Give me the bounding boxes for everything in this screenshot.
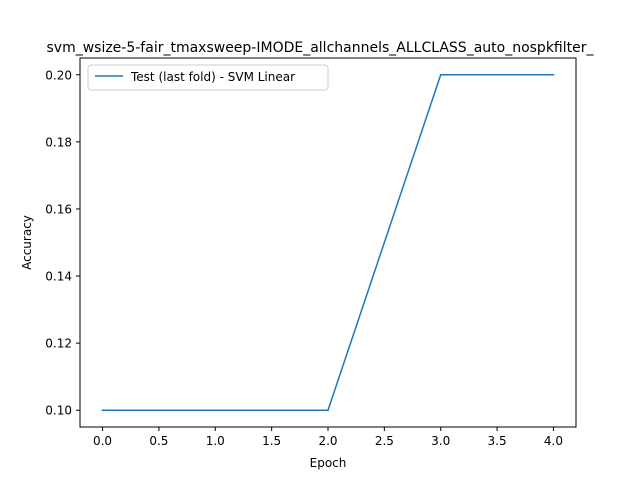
x-tick-label: 1.0	[206, 434, 225, 448]
x-tick-label: 4.0	[544, 434, 563, 448]
legend-box	[87, 64, 329, 91]
x-axis-ticks: 0.0 0.5 1.0 1.5 2.0 2.5 3.0 3.5 4.0	[93, 427, 563, 448]
y-axis-ticks: 0.10 0.12 0.14 0.16 0.18 0.20	[45, 68, 80, 418]
y-tick-label: 0.18	[45, 135, 72, 149]
y-tick-label: 0.12	[45, 337, 72, 351]
series-point	[439, 74, 442, 76]
y-tick-label: 0.10	[45, 404, 72, 418]
chart-title: svm_wsize-5-fair_tmaxsweep-IMODE_allchan…	[46, 40, 594, 56]
x-tick-label: 2.5	[375, 434, 394, 448]
legend-entry-label: Test (last fold) - SVM Linear	[130, 70, 295, 84]
x-tick-label: 0.5	[149, 434, 168, 448]
series-point	[214, 409, 217, 411]
y-axis-label: Accuracy	[20, 215, 34, 270]
series-layer	[101, 74, 555, 411]
x-tick-label: 2.0	[318, 434, 337, 448]
axes-frame	[79, 57, 577, 428]
series-line	[101, 74, 555, 411]
legend: Test (last fold) - SVM Linear	[87, 64, 329, 91]
series-point	[327, 409, 329, 411]
series-point	[101, 409, 104, 411]
x-axis-label: Epoch	[310, 456, 347, 470]
plot-area	[79, 57, 577, 428]
y-tick-label: 0.14	[45, 270, 72, 284]
x-tick-label: 0.0	[93, 434, 112, 448]
series-point	[552, 74, 555, 76]
x-tick-label: 3.5	[488, 434, 507, 448]
x-tick-label: 1.5	[262, 434, 281, 448]
y-tick-label: 0.16	[45, 202, 72, 216]
x-tick-label: 3.0	[431, 434, 450, 448]
y-tick-label: 0.20	[45, 68, 72, 82]
